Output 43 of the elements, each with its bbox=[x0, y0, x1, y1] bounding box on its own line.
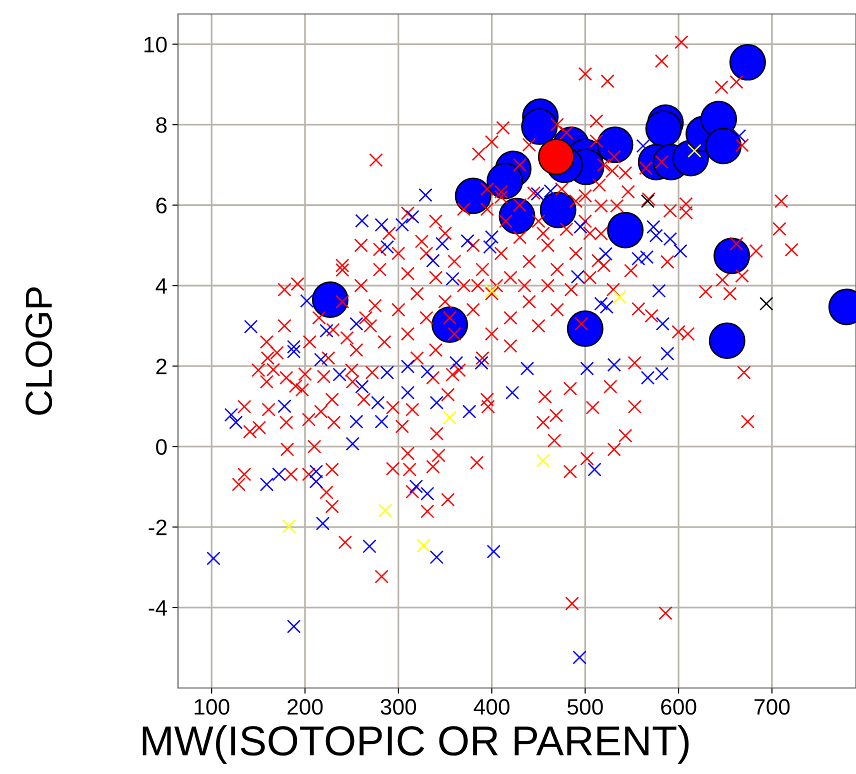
x-tick-label: 100 bbox=[194, 699, 230, 715]
y-tick-label: 10 bbox=[144, 36, 167, 52]
point bbox=[729, 44, 766, 81]
point bbox=[378, 504, 392, 518]
point bbox=[282, 519, 296, 534]
x-tick-label: 300 bbox=[380, 699, 416, 715]
point bbox=[607, 212, 644, 248]
point bbox=[759, 296, 774, 311]
y-tick-label: 2 bbox=[156, 358, 166, 374]
point bbox=[486, 162, 524, 200]
y-tick-label: 0 bbox=[156, 439, 167, 455]
x-tick-label: 200 bbox=[288, 699, 323, 715]
x-tick-label: 400 bbox=[474, 699, 510, 715]
point bbox=[538, 138, 574, 176]
point bbox=[688, 144, 702, 158]
point bbox=[536, 454, 550, 468]
point bbox=[416, 538, 431, 552]
point bbox=[714, 238, 750, 274]
point bbox=[540, 192, 576, 228]
point bbox=[454, 178, 492, 214]
point bbox=[708, 322, 746, 359]
point bbox=[484, 284, 499, 298]
y-tick-label: -2 bbox=[148, 520, 166, 536]
point bbox=[705, 128, 742, 164]
point bbox=[640, 194, 655, 208]
y-axis-title: CLOGP bbox=[26, 287, 52, 415]
y-tick-label: 8 bbox=[156, 117, 167, 133]
x-axis-title: MW(ISOTOPIC OR PARENT) bbox=[142, 725, 689, 764]
x-tick-label: 600 bbox=[661, 699, 696, 715]
point bbox=[566, 310, 604, 347]
point bbox=[612, 290, 627, 304]
y-tick-label: -4 bbox=[148, 600, 167, 616]
point bbox=[645, 110, 682, 147]
point bbox=[498, 198, 536, 234]
y-tick-label: 4 bbox=[156, 278, 167, 294]
point bbox=[312, 281, 348, 318]
y-tick-label: 6 bbox=[156, 198, 167, 214]
point bbox=[442, 410, 457, 424]
point bbox=[521, 108, 558, 145]
x-tick-label: 500 bbox=[568, 699, 603, 715]
point bbox=[596, 126, 634, 164]
point bbox=[431, 306, 468, 343]
x-tick-label: 700 bbox=[754, 699, 790, 715]
